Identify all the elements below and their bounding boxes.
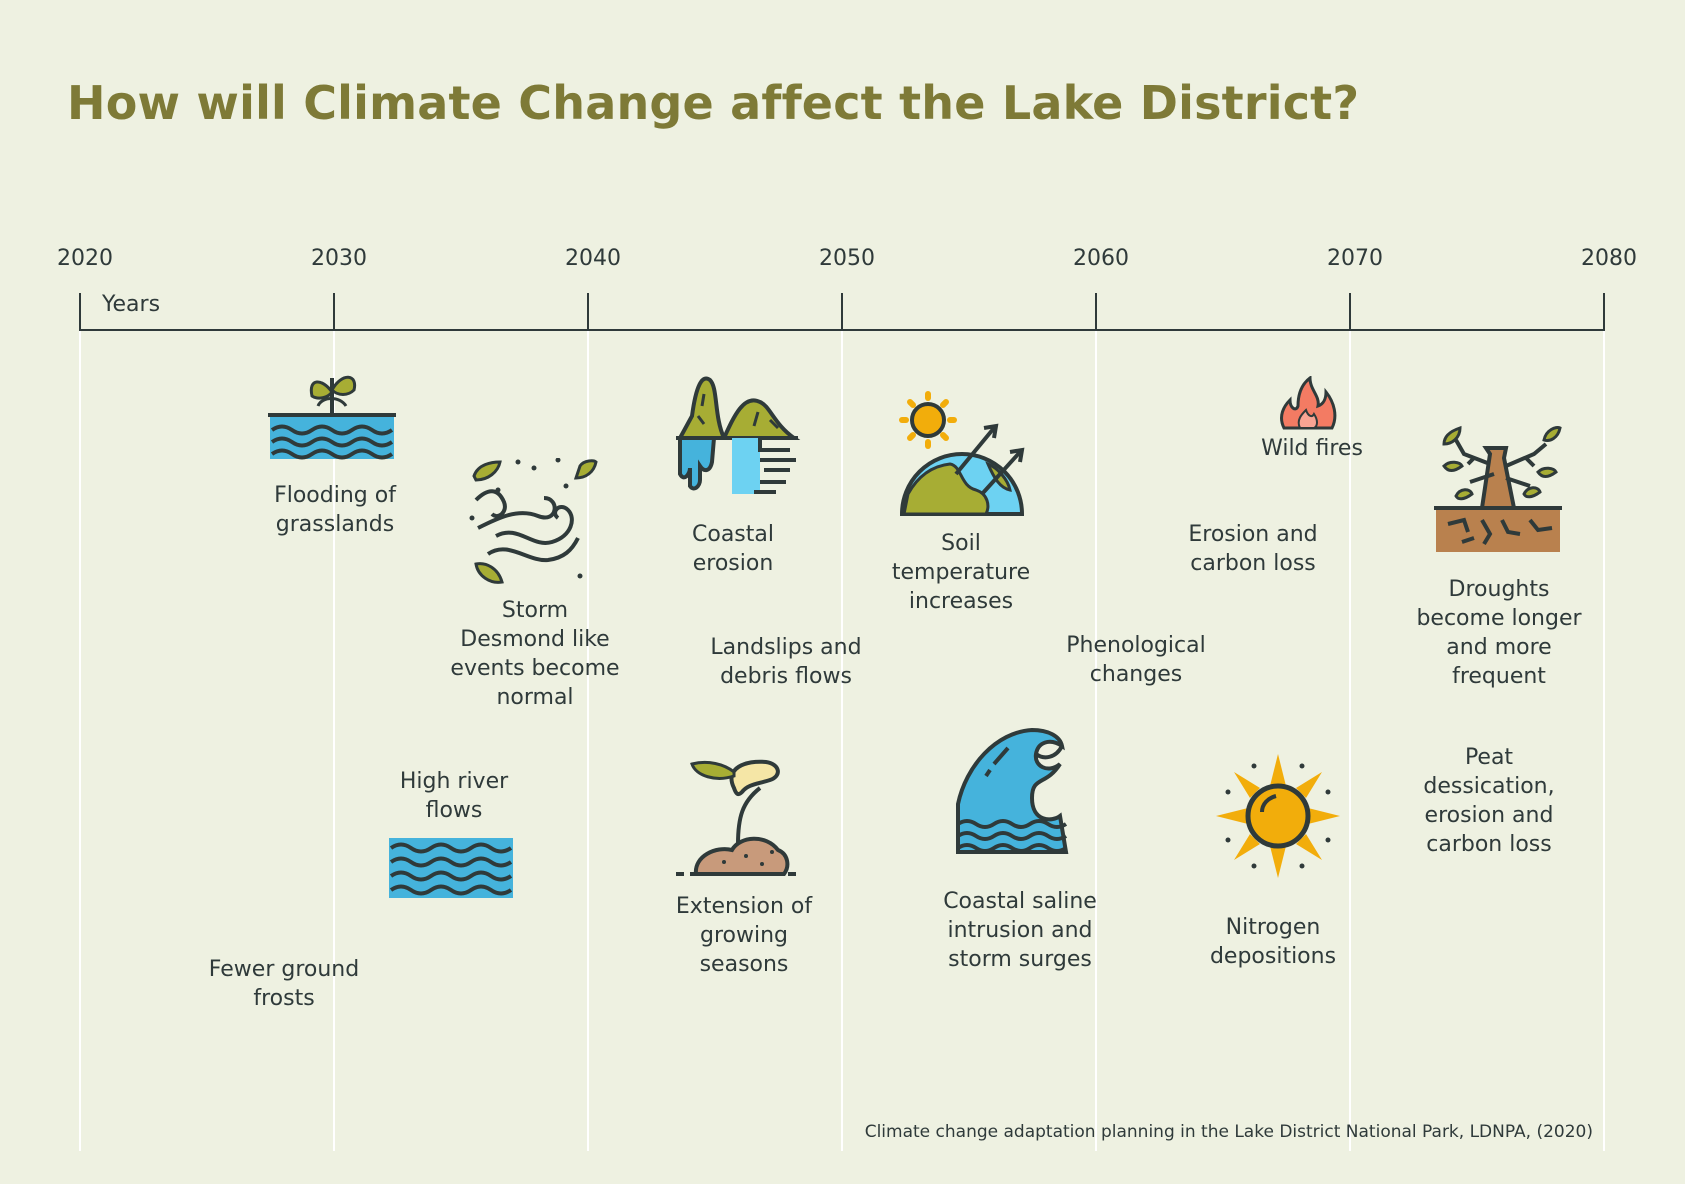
event-label-droughts: Droughts become longer and more frequent: [1416, 575, 1581, 691]
event-label-saline: Coastal saline intrusion and storm surges: [943, 887, 1097, 974]
event-label-line: erosion: [692, 551, 774, 576]
event-label-peat: Peat dessication, erosion and carbon loss: [1423, 743, 1554, 859]
event-label-line: dessication,: [1423, 774, 1555, 799]
axis-tick: [1349, 293, 1351, 331]
event-label-line: depositions: [1209, 944, 1337, 969]
event-label-line: carbon loss: [1426, 832, 1552, 857]
event-label-line: growing: [699, 923, 788, 948]
event-label-line: Storm: [501, 598, 569, 623]
event-label-erosion-carbon: Erosion and carbon loss: [1188, 520, 1317, 578]
event-label-line: Coastal saline: [943, 889, 1097, 914]
axis-tick: [587, 293, 589, 331]
grid-line: [333, 331, 335, 1151]
event-label-line: debris flows: [720, 664, 852, 689]
year-label: 2020: [57, 246, 113, 271]
page-title: How will Climate Change affect the Lake …: [67, 76, 1360, 130]
grid-line: [1349, 331, 1351, 1151]
year-label: 2030: [311, 246, 367, 271]
event-label-nitrogen: Nitrogen depositions: [1210, 913, 1336, 971]
event-label-line: Droughts: [1448, 577, 1550, 602]
event-label-line: Erosion and: [1188, 522, 1318, 547]
grid-line: [79, 331, 81, 1151]
event-label-landslips: Landslips and debris flows: [710, 633, 861, 691]
event-label-line: Extension of: [675, 894, 813, 919]
event-label-line: carbon loss: [1190, 551, 1316, 576]
waves-icon: [389, 838, 513, 898]
event-label-line: grasslands: [275, 512, 395, 537]
event-label-high-river: High river flows: [400, 767, 508, 825]
event-label-line: normal: [496, 685, 574, 710]
event-label-line: Desmond like: [460, 627, 610, 652]
event-label-soil-temp: Soil temperature increases: [892, 529, 1030, 616]
event-label-storm: Storm Desmond like events become normal: [450, 596, 619, 712]
event-label-phenological: Phenological changes: [1066, 631, 1206, 689]
event-label-growing-seasons: Extension of growing seasons: [676, 892, 812, 979]
globe-sun-icon: [899, 391, 1025, 516]
event-label-line: High river: [399, 769, 509, 794]
event-label-line: storm surges: [948, 947, 1092, 972]
event-label-line: events become: [450, 656, 620, 681]
event-label-line: frequent: [1452, 664, 1546, 689]
event-label-line: Flooding of: [274, 483, 396, 508]
event-label-line: Landslips and: [710, 635, 862, 660]
event-label-line: intrusion and: [947, 918, 1093, 943]
sprout-water-icon: [268, 375, 396, 460]
event-label-line: Soil: [941, 531, 981, 556]
year-label: 2060: [1073, 246, 1129, 271]
event-label-coastal-erosion: Coastal erosion: [692, 520, 774, 578]
grid-line: [1603, 331, 1605, 1151]
event-label-frosts: Fewer ground frosts: [209, 955, 359, 1013]
event-label-line: temperature: [891, 560, 1031, 585]
fire-icon: [1280, 376, 1337, 430]
year-label: 2040: [565, 246, 621, 271]
event-label-line: changes: [1089, 662, 1183, 687]
event-label-line: become longer: [1416, 606, 1582, 631]
grid-line: [841, 331, 843, 1151]
event-label-line: erosion and: [1424, 803, 1554, 828]
axis-tick: [333, 293, 335, 331]
event-label-wild-fires: Wild fires: [1261, 434, 1363, 463]
event-label-line: Wild fires: [1261, 436, 1363, 461]
seedling-icon: [676, 759, 802, 876]
event-label-line: frosts: [253, 986, 315, 1011]
axis-tick: [1603, 293, 1605, 331]
event-label-line: increases: [908, 589, 1014, 614]
event-label-flooding: Flooding of grasslands: [274, 481, 396, 539]
sun-icon: [1216, 754, 1340, 878]
year-label: 2050: [819, 246, 875, 271]
event-label-line: Fewer ground: [208, 957, 360, 982]
dead-tree-icon: [1434, 425, 1562, 552]
grid-line: [1095, 331, 1097, 1151]
source-citation: Climate change adaptation planning in th…: [864, 1122, 1593, 1142]
event-label-line: flows: [425, 798, 483, 823]
axis-unit-label: Years: [102, 292, 161, 317]
grid-line: [587, 331, 589, 1151]
event-label-line: seasons: [699, 952, 789, 977]
event-label-line: Phenological: [1066, 633, 1206, 658]
wind-icon: [469, 458, 598, 584]
axis-tick: [1095, 293, 1097, 331]
axis-tick: [841, 293, 843, 331]
axis-tick: [79, 293, 81, 331]
cliff-erosion-icon: [676, 376, 801, 494]
year-label: 2070: [1327, 246, 1383, 271]
event-label-line: Coastal: [692, 522, 774, 547]
event-label-line: Peat: [1464, 745, 1514, 770]
event-label-line: Nitrogen: [1225, 915, 1321, 940]
year-label: 2080: [1581, 246, 1637, 271]
event-label-line: and more: [1446, 635, 1552, 660]
wave-surge-icon: [956, 727, 1069, 854]
